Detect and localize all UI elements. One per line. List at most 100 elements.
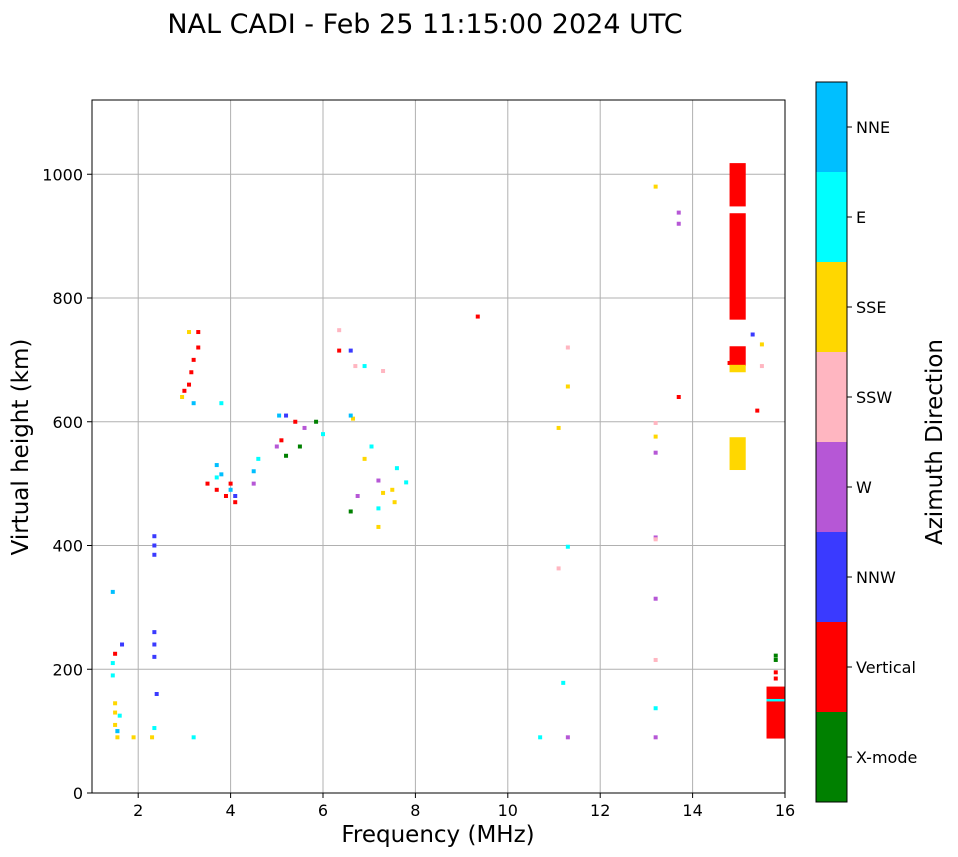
plot-area xyxy=(91,99,786,794)
data-point xyxy=(152,534,157,539)
data-point xyxy=(759,342,764,347)
data-point xyxy=(152,543,157,548)
data-point xyxy=(653,434,658,439)
data-point xyxy=(348,509,353,514)
data-point xyxy=(653,706,658,711)
colorbar-segment xyxy=(816,622,847,712)
colorbar-segment xyxy=(816,352,847,442)
x-tick-label: 10 xyxy=(498,801,518,820)
y-tick-label: 600 xyxy=(52,413,83,432)
data-point xyxy=(196,345,201,350)
data-point xyxy=(284,413,289,418)
y-tick-label: 800 xyxy=(52,289,83,308)
data-point xyxy=(205,481,210,486)
data-point xyxy=(538,735,543,740)
data-point xyxy=(773,653,778,658)
data-point xyxy=(113,651,118,656)
data-point xyxy=(337,328,342,333)
colorbar-segment xyxy=(816,442,847,532)
colorbar-tick-label: NNW xyxy=(856,568,896,587)
data-point xyxy=(653,657,658,662)
data-point xyxy=(214,487,219,492)
data-point xyxy=(191,401,196,406)
data-point xyxy=(404,480,409,485)
data-point xyxy=(565,544,570,549)
data-point xyxy=(353,364,358,369)
data-bar xyxy=(729,364,746,373)
data-point xyxy=(297,444,302,449)
data-point xyxy=(180,395,185,399)
data-point xyxy=(182,388,187,393)
x-tick-label: 2 xyxy=(133,801,143,820)
colorbar-tick-label: W xyxy=(856,478,872,497)
data-point xyxy=(475,314,480,319)
colorbar-segment xyxy=(816,82,847,172)
data-point xyxy=(251,469,256,474)
colorbar-tick-label: X-mode xyxy=(856,748,917,767)
data-point xyxy=(256,456,261,461)
colorbar-segment xyxy=(816,172,847,262)
data-point xyxy=(565,345,570,350)
data-point xyxy=(214,475,219,480)
data-point xyxy=(219,401,224,406)
data-point xyxy=(362,364,367,369)
data-bar xyxy=(766,686,785,739)
colorbar-segment xyxy=(816,712,847,802)
data-point xyxy=(150,735,155,740)
data-bar xyxy=(729,163,746,207)
data-point xyxy=(120,642,125,647)
colorbar-tick-label: SSW xyxy=(856,388,892,407)
data-point xyxy=(348,413,353,418)
data-point xyxy=(394,466,399,471)
data-point xyxy=(390,487,395,492)
data-point xyxy=(152,630,157,635)
data-bar xyxy=(729,437,746,471)
data-point xyxy=(565,384,570,389)
data-point xyxy=(113,701,118,706)
data-bar xyxy=(729,213,746,320)
data-point xyxy=(351,416,356,421)
data-point xyxy=(314,419,319,424)
x-tick-label: 8 xyxy=(410,801,420,820)
data-point xyxy=(337,348,342,353)
x-axis: 2 4 6 8 10 12 14 16 xyxy=(133,793,795,820)
data-point xyxy=(381,490,386,495)
data-point xyxy=(773,676,778,681)
data-point xyxy=(376,506,381,511)
data-point xyxy=(369,444,374,449)
x-tick-label: 14 xyxy=(682,801,702,820)
data-point xyxy=(223,494,228,498)
data-bar xyxy=(766,698,785,702)
data-point xyxy=(274,444,279,449)
x-tick-label: 4 xyxy=(226,801,236,820)
data-point xyxy=(293,419,298,424)
data-point xyxy=(152,654,157,659)
data-point xyxy=(152,552,157,557)
data-point xyxy=(233,500,238,505)
data-point xyxy=(376,478,381,483)
x-tick-label: 16 xyxy=(775,801,795,820)
data-point xyxy=(196,330,201,335)
data-point xyxy=(773,657,778,662)
data-point xyxy=(381,369,386,374)
data-point xyxy=(561,680,566,685)
chart-title: NAL CADI - Feb 25 11:15:00 2024 UTC xyxy=(167,9,682,40)
x-tick-label: 12 xyxy=(590,801,610,820)
data-point xyxy=(653,735,658,740)
data-point xyxy=(154,692,159,696)
data-point xyxy=(110,661,115,666)
data-point xyxy=(750,332,755,337)
data-point xyxy=(219,472,224,477)
y-axis-label: Virtual height (km) xyxy=(8,339,34,556)
colorbar-frame xyxy=(815,81,848,803)
data-point xyxy=(755,408,760,413)
data-point xyxy=(759,364,764,369)
data-point xyxy=(556,425,561,430)
data-point xyxy=(653,420,658,425)
y-tick-label: 0 xyxy=(73,784,83,803)
data-point xyxy=(676,395,681,399)
data-point xyxy=(110,589,115,594)
data-point xyxy=(214,463,219,468)
data-point xyxy=(676,221,681,226)
